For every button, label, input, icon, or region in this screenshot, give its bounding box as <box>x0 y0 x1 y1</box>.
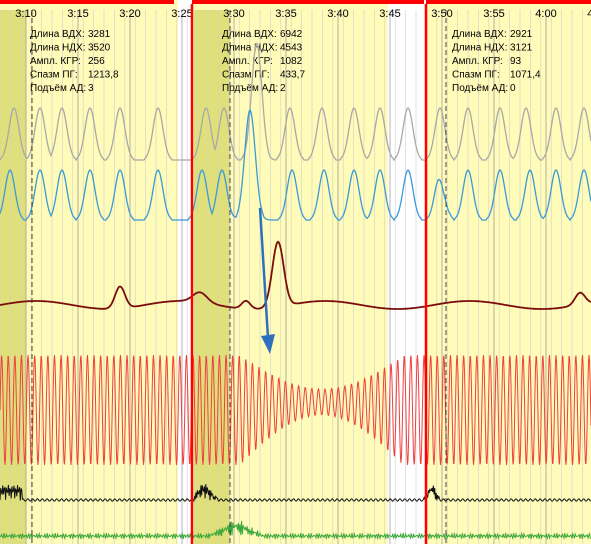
top-marker-bar <box>0 0 174 4</box>
time-tick-label: 3:55 <box>483 8 504 20</box>
upper-breathing-line <box>0 42 591 162</box>
stat-value: 6942 <box>280 29 303 40</box>
stat-value: 1071,4 <box>510 70 541 81</box>
stat-value: 433,7 <box>280 70 305 81</box>
gsr-line <box>0 240 591 310</box>
stat-value: 93 <box>510 56 522 67</box>
stat-value: 2 <box>280 83 286 94</box>
time-tick-label: 3:25 <box>171 8 192 20</box>
stat-value: 3520 <box>88 43 111 54</box>
time-tick-label: 3:45 <box>379 8 400 20</box>
time-tick-label: 3:30 <box>223 8 244 20</box>
highlight-band <box>194 10 230 544</box>
stat-label: Спазм ПГ: <box>30 70 78 81</box>
stat-label: Подъём АД: <box>222 83 278 94</box>
stat-label: Длина НДХ: <box>30 43 86 54</box>
stat-label: Ампл. КГР: <box>30 56 81 67</box>
stat-label: Спазм ПГ: <box>452 70 500 81</box>
stat-label: Длина НДХ: <box>452 43 508 54</box>
tremor-line <box>0 520 591 541</box>
stat-value: 1213,8 <box>88 70 119 81</box>
stat-label: Длина НДХ: <box>222 43 278 54</box>
blood-pressure-line <box>0 484 591 503</box>
time-tick-label: 3:15 <box>67 8 88 20</box>
stat-label: Длина ВДХ: <box>452 29 507 40</box>
annotation-arrow <box>258 207 270 339</box>
annotation-arrowhead <box>261 334 275 354</box>
stat-label: Спазм ПГ: <box>222 70 270 81</box>
top-marker-bar <box>192 0 424 4</box>
lower-breathing-line <box>0 108 591 222</box>
stat-value: 1082 <box>280 56 303 67</box>
stat-value: 0 <box>510 83 516 94</box>
time-tick-label: 3:40 <box>327 8 348 20</box>
time-tick-label: 4:05 <box>587 8 591 20</box>
highlight-band <box>0 10 26 544</box>
stat-value: 256 <box>88 56 105 67</box>
stat-label: Подъём АД: <box>30 83 86 94</box>
plethysmogram-line <box>0 355 591 465</box>
time-tick-label: 3:35 <box>275 8 296 20</box>
stat-label: Ампл. КГР: <box>222 56 273 67</box>
stat-value: 4543 <box>280 43 303 54</box>
stat-value: 3281 <box>88 29 111 40</box>
stat-value: 3 <box>88 83 94 94</box>
time-tick-label: 3:10 <box>15 8 36 20</box>
time-tick-label: 4:00 <box>535 8 556 20</box>
time-tick-label: 3:20 <box>119 8 140 20</box>
stat-value: 2921 <box>510 29 533 40</box>
top-marker-bar <box>426 0 591 4</box>
stat-label: Ампл. КГР: <box>452 56 503 67</box>
stat-label: Длина ВДХ: <box>30 29 85 40</box>
stat-value: 3121 <box>510 43 533 54</box>
time-tick-label: 3:50 <box>431 8 452 20</box>
stat-label: Подъём АД: <box>452 83 508 94</box>
stat-label: Длина ВДХ: <box>222 29 277 40</box>
